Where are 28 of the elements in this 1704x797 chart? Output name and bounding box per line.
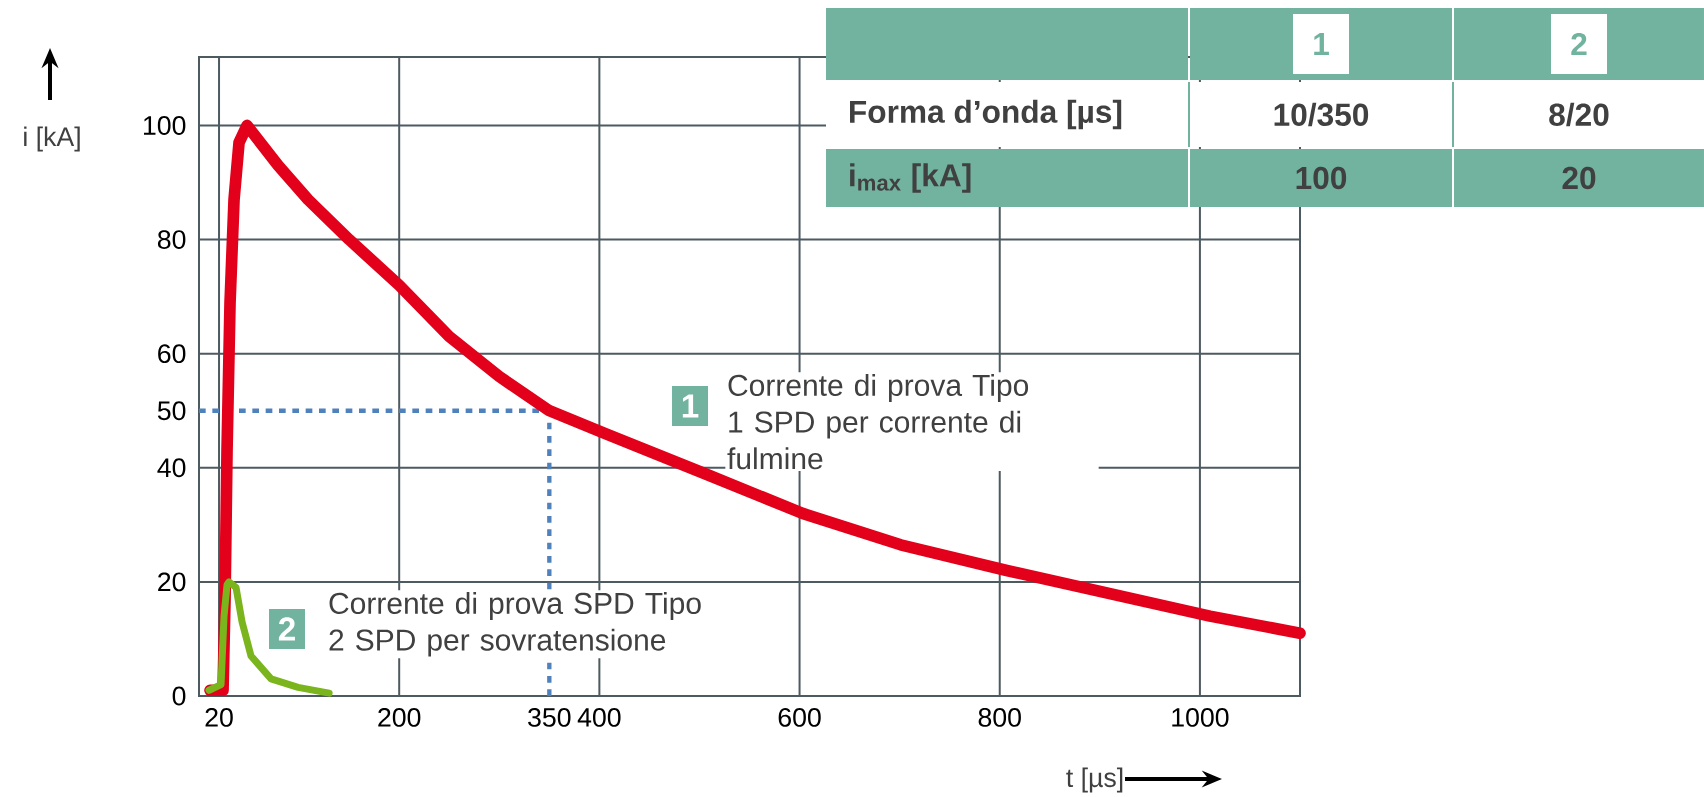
text: 2 bbox=[1571, 32, 1587, 56]
x-axis-title: t [µs] bbox=[1066, 767, 1123, 793]
annotation: Corrente di prova SPD Tipo 2 SPD per sovratensione bbox=[329, 591, 701, 657]
x-tick-label: 350 bbox=[528, 707, 571, 727]
y-axis-title: i [kA] bbox=[24, 126, 80, 152]
x-tick-label: 400 bbox=[577, 707, 621, 727]
text: 1 bbox=[1314, 33, 1329, 55]
x-tick-label: 1000 bbox=[1172, 707, 1229, 727]
x-tick-label: 20 bbox=[205, 707, 233, 727]
y-tick-label: 0 bbox=[172, 686, 186, 706]
text: 8/20 bbox=[1549, 102, 1609, 127]
y-tick-label: 20 bbox=[158, 572, 186, 592]
y-tick-label: 50 bbox=[157, 401, 186, 421]
annotation: 10/350 bbox=[1274, 102, 1369, 127]
x-tick-label: 600 bbox=[778, 707, 821, 727]
series-label: 2 bbox=[278, 617, 295, 641]
annotation: 100 bbox=[1296, 166, 1347, 190]
annotation: Corrente di prova Tipo 1 SPD per corrente di fulmine bbox=[727, 373, 1029, 470]
annotation: i$_{max}$ [kA] bbox=[850, 163, 971, 193]
y-tick-label: 80 bbox=[157, 230, 186, 249]
text: 20 bbox=[1562, 166, 1596, 190]
y-tick-label: 60 bbox=[158, 344, 186, 364]
series-label: 1 bbox=[682, 394, 699, 418]
y-tick-label: 100 bbox=[144, 116, 186, 135]
x-tick-label: 200 bbox=[378, 707, 421, 727]
y-tick-label: 40 bbox=[157, 458, 186, 478]
x-tick-label: 800 bbox=[978, 707, 1021, 727]
annotation: Forma d’onda [µs] bbox=[850, 99, 1122, 130]
